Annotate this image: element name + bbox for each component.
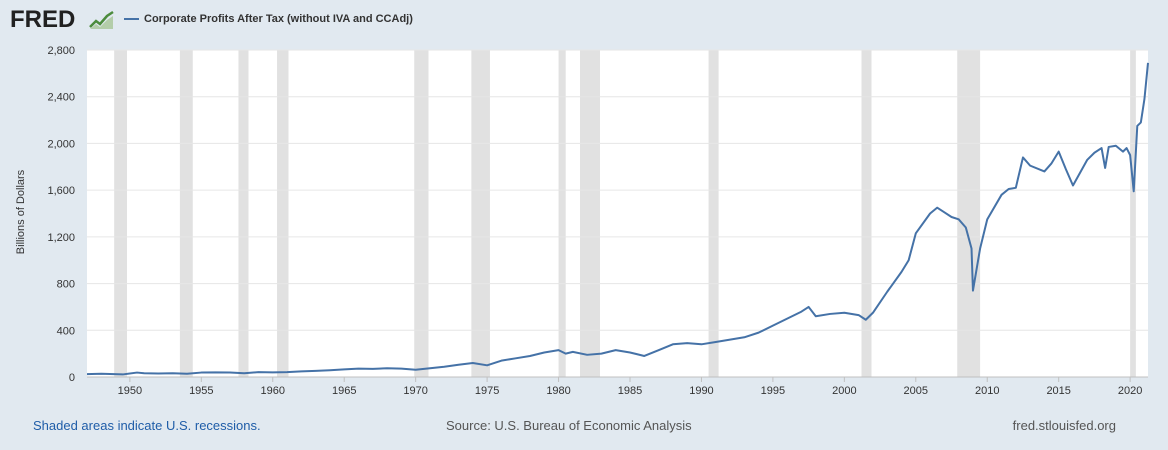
recession-band bbox=[957, 50, 981, 377]
x-tick-label: 2005 bbox=[904, 385, 928, 397]
recession-band bbox=[179, 50, 193, 377]
x-tick-label: 1950 bbox=[118, 385, 142, 397]
legend-swatch bbox=[124, 18, 139, 20]
y-tick-label: 1,600 bbox=[47, 185, 75, 197]
y-tick-label: 0 bbox=[69, 372, 75, 384]
recession-band bbox=[114, 50, 128, 377]
x-tick-label: 2015 bbox=[1046, 385, 1070, 397]
gridlines bbox=[87, 49, 1148, 378]
x-tick-label: 1995 bbox=[761, 385, 785, 397]
recession-shading bbox=[114, 50, 1136, 377]
recession-band bbox=[277, 50, 289, 377]
y-tick-label: 400 bbox=[57, 325, 75, 337]
x-tick-label: 1985 bbox=[618, 385, 642, 397]
recession-band bbox=[558, 50, 566, 377]
recession-band bbox=[238, 50, 249, 377]
y-tick-label: 2,000 bbox=[47, 138, 75, 150]
x-tick-label: 1960 bbox=[261, 385, 285, 397]
x-tick-label: 1990 bbox=[689, 385, 713, 397]
x-axis: 1950 1955 1960 1965 1970 1975 1980 1985 1990 1995… bbox=[118, 377, 1142, 397]
recession-note-link[interactable]: Shaded areas indicate U.S. recessions. bbox=[33, 418, 261, 433]
x-tick-label: 1955 bbox=[189, 385, 213, 397]
series-line bbox=[86, 62, 1149, 376]
x-tick-label: 2010 bbox=[975, 385, 999, 397]
y-tick-label: 2,400 bbox=[47, 92, 75, 104]
recession-band bbox=[1130, 50, 1136, 377]
recession-band bbox=[471, 50, 490, 377]
series-layer bbox=[86, 62, 1149, 376]
y-axis: 0 400 800 1,200 1,600 2,000 2,400 2,800 bbox=[47, 45, 75, 384]
x-tick-label: 1975 bbox=[475, 385, 499, 397]
x-tick-label: 1980 bbox=[546, 385, 570, 397]
recession-band bbox=[861, 50, 872, 377]
recession-band bbox=[708, 50, 719, 377]
line-chart: 1950 1955 1960 1965 1970 1975 1980 1985 1990 1995… bbox=[47, 45, 1149, 397]
chart-area: 1950 1955 1960 1965 1970 1975 1980 1985 1990 1995… bbox=[15, 45, 1149, 397]
x-tick-label: 1965 bbox=[332, 385, 356, 397]
recession-band bbox=[414, 50, 429, 377]
legend-series-name: Corporate Profits After Tax (without IVA… bbox=[144, 13, 413, 25]
line-chart-icon bbox=[89, 10, 115, 30]
y-tick-label: 2,800 bbox=[47, 45, 75, 57]
source-text: Source: U.S. Bureau of Economic Analysis bbox=[446, 418, 692, 433]
footer: Shaded areas indicate U.S. recessions. S… bbox=[0, 410, 1168, 440]
header: FRED Corporate Profits After Tax (withou… bbox=[0, 0, 1168, 40]
recession-band bbox=[579, 50, 600, 377]
y-axis-title: Billions of Dollars bbox=[15, 169, 27, 255]
y-tick-label: 1,200 bbox=[47, 232, 75, 244]
x-tick-label: 2020 bbox=[1118, 385, 1142, 397]
x-tick-label: 2000 bbox=[832, 385, 856, 397]
site-link[interactable]: fred.stlouisfed.org bbox=[1012, 418, 1116, 433]
fred-logo[interactable]: FRED bbox=[10, 6, 76, 33]
y-tick-label: 800 bbox=[57, 279, 75, 291]
x-tick-label: 1970 bbox=[403, 385, 427, 397]
